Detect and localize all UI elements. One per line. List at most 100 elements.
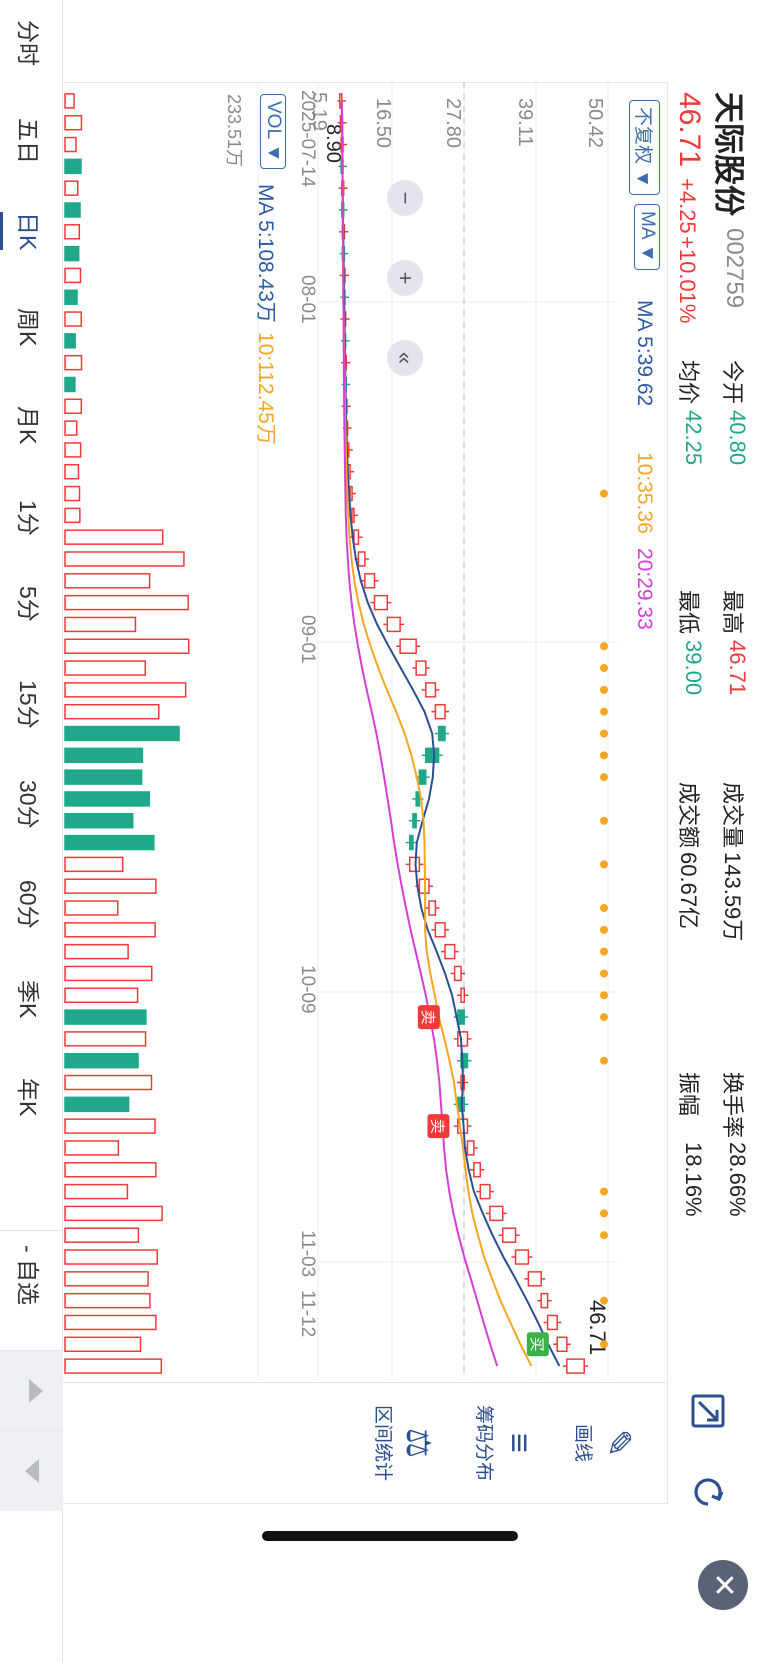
date-tick-5: 11-12 bbox=[297, 1290, 318, 1338]
candle-24 bbox=[386, 616, 401, 633]
ma5-legend: MA 5:39.62 bbox=[633, 300, 656, 407]
low-label: 最低 bbox=[676, 590, 701, 635]
signal-dot-2 bbox=[600, 664, 608, 673]
watchlist-button[interactable]: - 自选 bbox=[15, 1245, 41, 1306]
volume-bar-54 bbox=[64, 1271, 149, 1287]
volume-bar-56 bbox=[64, 1314, 157, 1331]
tab-8[interactable]: 30分 bbox=[15, 780, 41, 829]
close-button[interactable]: ✕ bbox=[698, 1560, 748, 1610]
fullscreen-icon[interactable] bbox=[690, 1393, 726, 1429]
refresh-icon[interactable] bbox=[688, 1472, 728, 1512]
volume-bar-0 bbox=[64, 93, 75, 109]
scroll-down-button[interactable] bbox=[0, 1430, 63, 1511]
candle-29 bbox=[437, 725, 446, 742]
watchlist-area: - 自选 bbox=[0, 1230, 63, 1351]
signal-dot-15 bbox=[600, 1013, 608, 1022]
volume-bar-22 bbox=[64, 573, 151, 589]
signal-dot-10 bbox=[600, 904, 608, 913]
open-value: 40.80 bbox=[725, 410, 750, 466]
volume-bar-32 bbox=[64, 791, 151, 807]
turnover-label: 换手率 bbox=[720, 1072, 745, 1139]
tab-4[interactable]: 月K bbox=[15, 406, 41, 445]
amplitude-value: 18.16% bbox=[681, 1142, 706, 1217]
tab-11[interactable]: 年K bbox=[15, 1078, 41, 1117]
price-change-pct: +10.01% bbox=[675, 236, 700, 324]
stock-code: 002759 bbox=[721, 228, 748, 309]
candle-31 bbox=[418, 769, 427, 785]
tab-10[interactable]: 季K bbox=[15, 980, 41, 1019]
volume-bar-30 bbox=[64, 747, 144, 764]
chip-distribution-icon: ≡ bbox=[500, 1433, 538, 1453]
vol-ma5-legend: MA 5:108.43万 bbox=[254, 184, 277, 323]
avg-label: 均价 bbox=[676, 360, 701, 405]
volume-bar-6 bbox=[64, 224, 81, 240]
signal-dot-17 bbox=[600, 1187, 608, 1196]
indicator-dropdown[interactable]: MA ▼ bbox=[634, 204, 660, 270]
volume-bar-24 bbox=[64, 616, 137, 633]
signal-dot-18 bbox=[600, 1209, 608, 1218]
volume-indicator-dropdown[interactable]: VOL ▼ bbox=[260, 94, 286, 170]
scroll-up-button[interactable] bbox=[0, 1350, 63, 1431]
volume-bar-33 bbox=[64, 813, 134, 829]
zoom-in-button[interactable]: + bbox=[387, 260, 423, 296]
tab-0[interactable]: 分时 bbox=[15, 20, 41, 66]
draw-line-tool[interactable]: ✎ 画线 bbox=[571, 1391, 638, 1495]
candle-38 bbox=[434, 922, 446, 938]
volume-bar-35 bbox=[64, 856, 124, 873]
candle-51 bbox=[489, 1205, 504, 1222]
signal-dot-12 bbox=[600, 947, 608, 956]
candle-49 bbox=[473, 1162, 482, 1178]
tab-1[interactable]: 五日 bbox=[15, 118, 41, 164]
candle-53 bbox=[514, 1249, 530, 1265]
volume-bar-28 bbox=[64, 703, 160, 720]
candle-56 bbox=[546, 1314, 558, 1331]
signal-dot-21 bbox=[600, 1340, 608, 1349]
candle-34 bbox=[409, 834, 414, 851]
range-stats-tool[interactable]: ⚖ 区间统计 bbox=[371, 1391, 438, 1495]
adjust-dropdown[interactable]: 不复权 ▼ bbox=[629, 100, 660, 196]
chip-distribution-tool[interactable]: ≡ 筹码分布 bbox=[472, 1391, 538, 1495]
volume-bar-3 bbox=[64, 158, 82, 175]
volume-bar-45 bbox=[64, 1074, 153, 1091]
candle-28 bbox=[434, 703, 446, 720]
tab-2[interactable]: 日K bbox=[0, 212, 47, 251]
volume-label: 成交量 bbox=[720, 782, 745, 849]
sell-marker-2: 卖 bbox=[428, 1119, 446, 1134]
tab-6[interactable]: 5分 bbox=[15, 586, 41, 622]
volume-bar-20 bbox=[64, 529, 164, 545]
volume-bar-11 bbox=[64, 333, 76, 349]
ma20-line bbox=[340, 100, 499, 1367]
date-tick-2: 09-01 bbox=[297, 615, 318, 664]
signal-dot-14 bbox=[600, 991, 608, 1000]
tab-5[interactable]: 1分 bbox=[15, 500, 41, 536]
volume-bar-16 bbox=[64, 442, 82, 458]
candle-33 bbox=[412, 813, 417, 829]
volume-bar-17 bbox=[64, 464, 80, 480]
tab-3[interactable]: 周K bbox=[15, 308, 41, 347]
candle-21 bbox=[357, 551, 366, 567]
tab-7[interactable]: 15分 bbox=[15, 680, 41, 729]
collapse-button[interactable]: « bbox=[387, 340, 423, 376]
volume-bar-12 bbox=[64, 354, 83, 371]
range-stats-icon: ⚖ bbox=[399, 1427, 437, 1459]
kline-chart[interactable]: 卖卖买 bbox=[63, 82, 618, 1382]
candle-23 bbox=[373, 594, 389, 611]
tab-9[interactable]: 60分 bbox=[15, 880, 41, 929]
volume-bar-58 bbox=[64, 1358, 163, 1374]
volume-bar-37 bbox=[64, 900, 119, 916]
signal-dot-3 bbox=[600, 685, 608, 694]
candle-19 bbox=[351, 507, 355, 524]
volume-bar-26 bbox=[64, 660, 146, 676]
candle-26 bbox=[415, 660, 427, 676]
active-tab-underline bbox=[0, 212, 3, 251]
volume-bar-5 bbox=[64, 202, 81, 218]
volume-bar-55 bbox=[64, 1292, 151, 1309]
draw-line-icon: ✎ bbox=[599, 1428, 637, 1458]
amount-value: 60.67亿 bbox=[676, 852, 701, 930]
volume-bar-25 bbox=[64, 638, 190, 654]
zoom-out-button[interactable]: − bbox=[387, 180, 423, 216]
signal-dot-16 bbox=[600, 1056, 608, 1065]
triangle-down-icon bbox=[25, 1459, 39, 1483]
volume-bar-50 bbox=[64, 1183, 129, 1200]
